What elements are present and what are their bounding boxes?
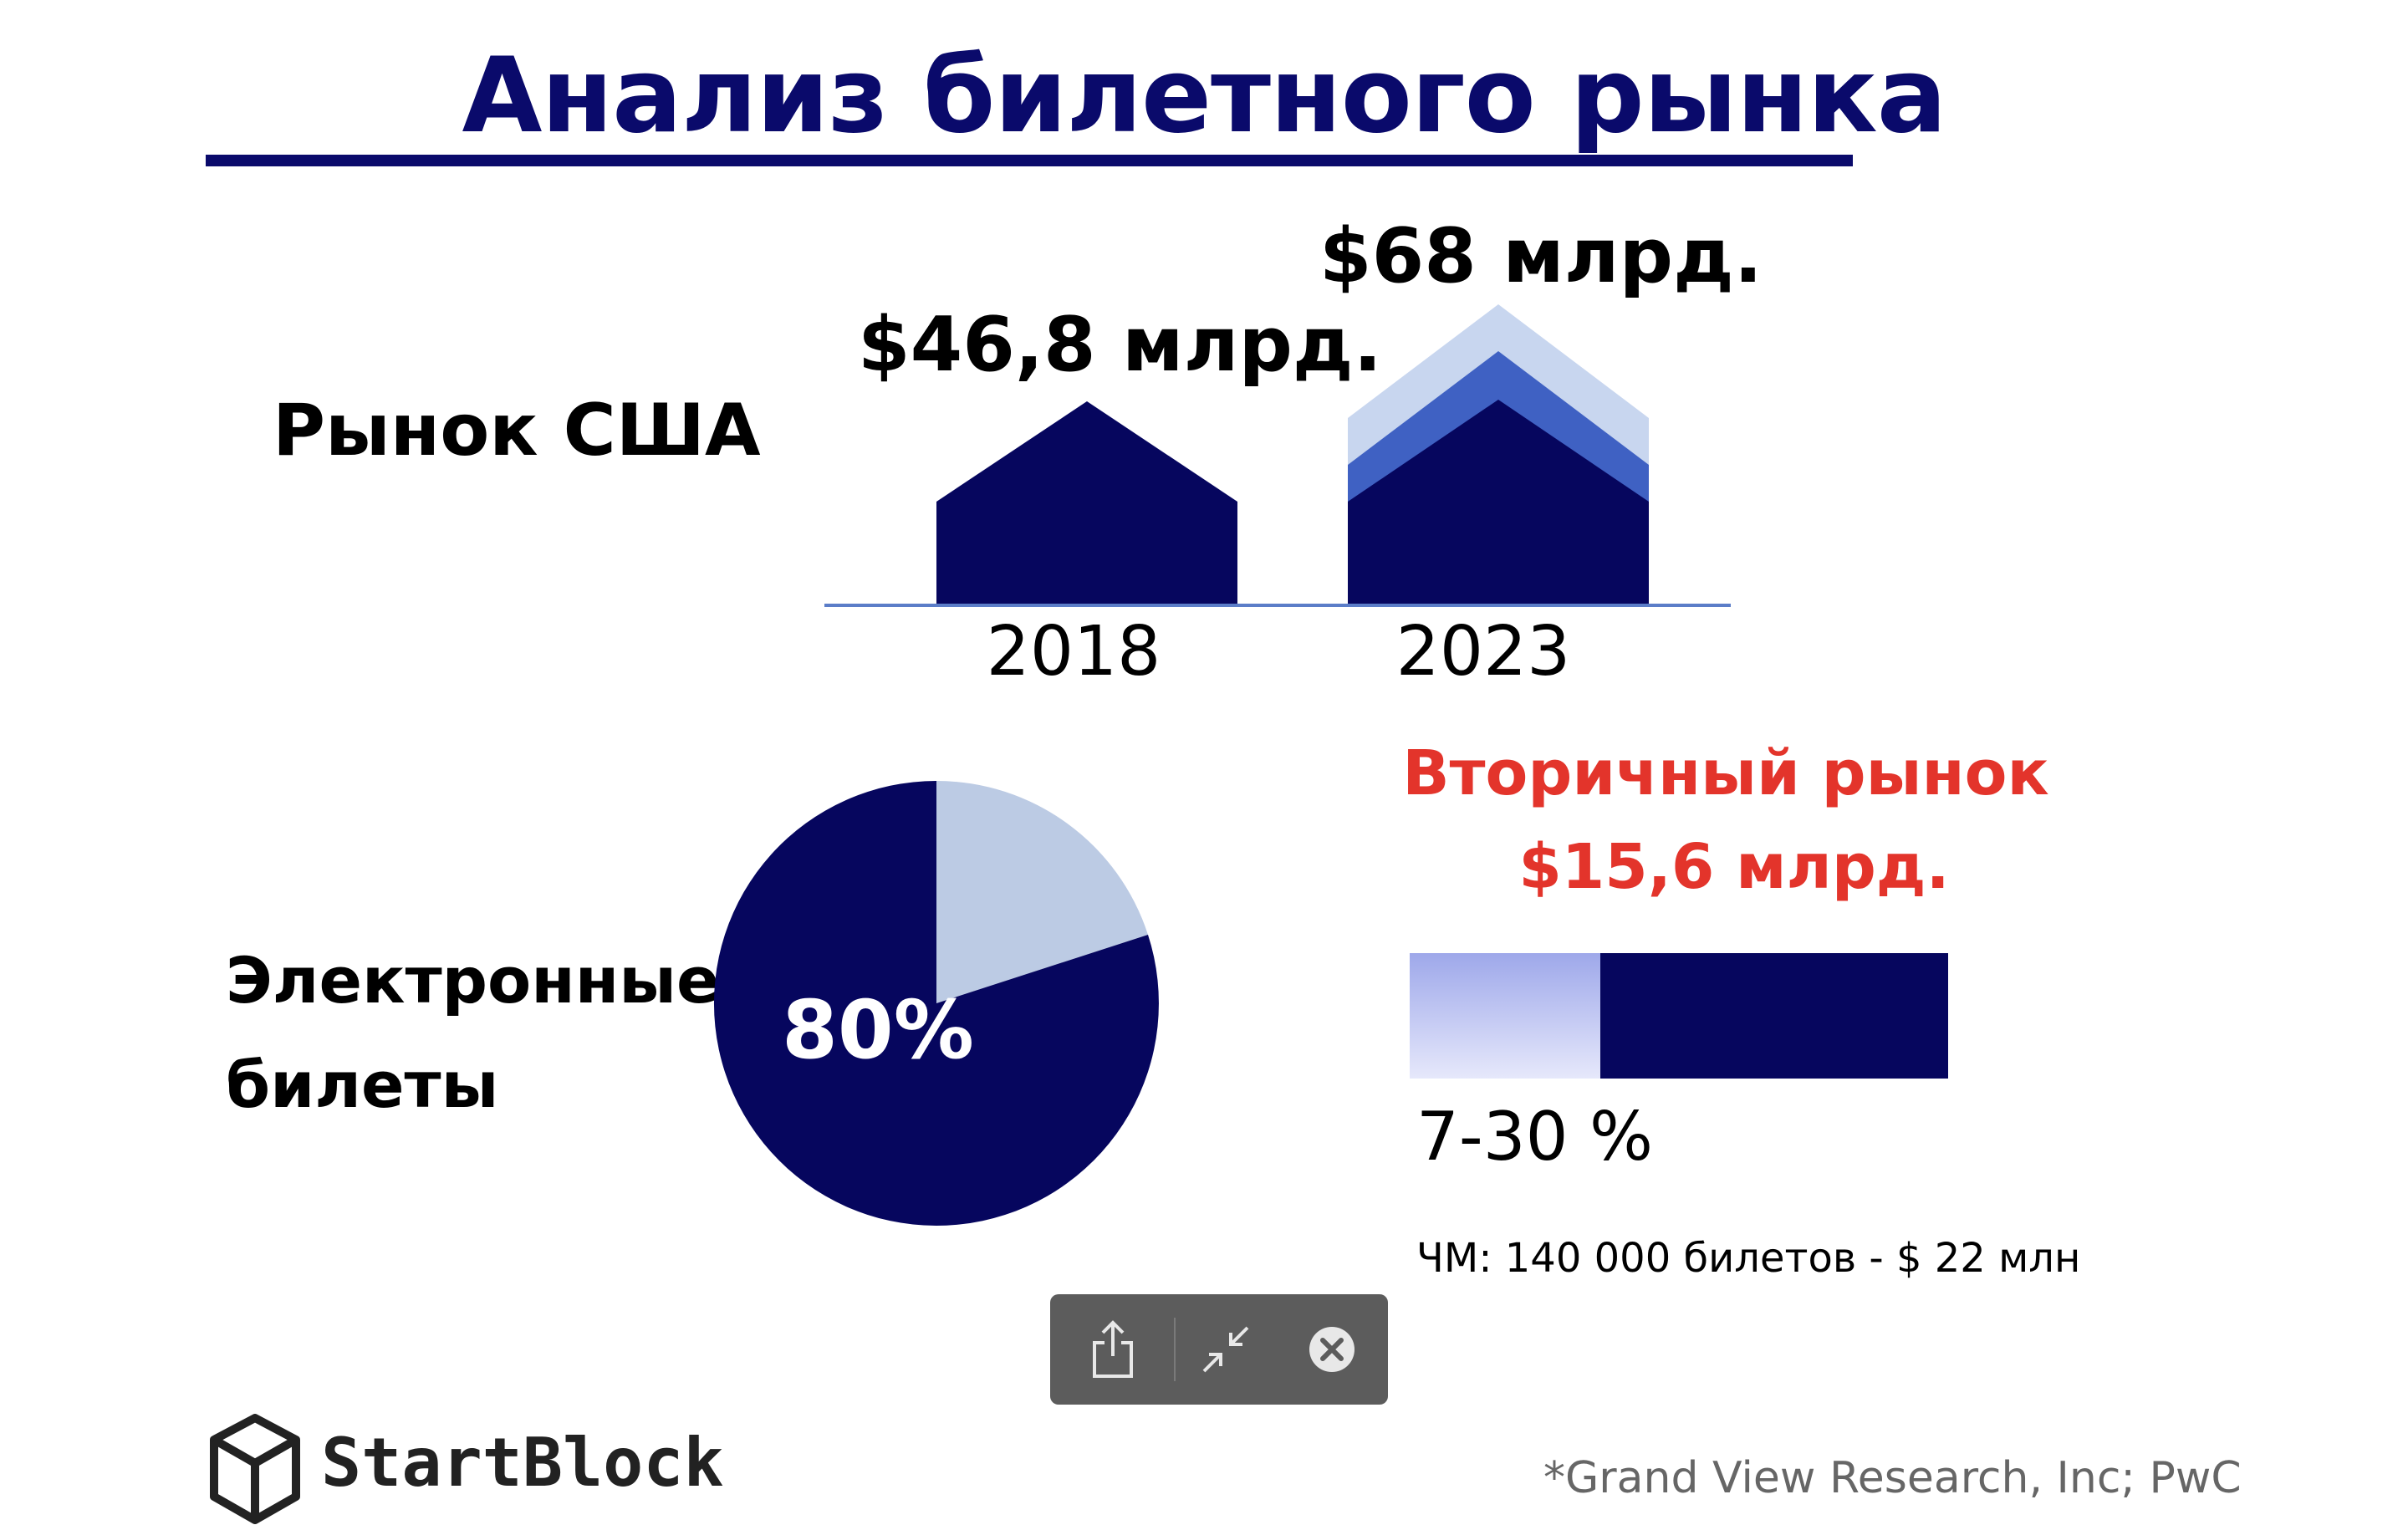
e-tickets-label: Электронные билеты (226, 928, 720, 1137)
close-icon (1309, 1327, 1354, 1372)
e-tickets-label-line2: билеты (226, 1048, 499, 1122)
pie-slice-other (936, 781, 1148, 1003)
bar-2018 (936, 401, 1237, 605)
value-2023-label: $68 млрд. (1319, 212, 1763, 300)
share-button[interactable] (1050, 1294, 1176, 1405)
secondary-market-title: Вторичный рынок (1402, 737, 2049, 809)
secondary-range-label: 7-30 % (1416, 1098, 1654, 1176)
secondary-bar-share (1410, 953, 1600, 1079)
logo-text: StartBlock (321, 1424, 724, 1502)
collapse-icon (1202, 1326, 1249, 1373)
secondary-market-value: $15,6 млрд. (1518, 831, 1950, 903)
title-underline (206, 155, 1853, 166)
secondary-bar-rest (1600, 953, 1948, 1079)
cube-icon (210, 1414, 300, 1524)
presentation-toolbar (1050, 1294, 1388, 1405)
e-tickets-pie: 80% (713, 781, 1159, 1226)
page-title: Анализ билетного рынка (462, 36, 1947, 156)
share-icon (1093, 1320, 1133, 1378)
pie-slice-e-tickets (713, 781, 1159, 1226)
world-cup-note: ЧМ: 140 000 билетов - $ 22 млн (1416, 1235, 2081, 1282)
us-market-label: Рынок США (273, 389, 761, 472)
e-tickets-label-line1: Электронные (226, 943, 720, 1018)
us-market-chart (824, 304, 1731, 607)
year-2018-label: 2018 (986, 612, 1161, 691)
year-2023-label: 2023 (1395, 612, 1571, 691)
toolbar-divider (1174, 1318, 1176, 1381)
close-button[interactable] (1276, 1294, 1388, 1405)
collapse-button[interactable] (1176, 1294, 1276, 1405)
source-note: *Grand View Research, Inc; PwC (1543, 1453, 2242, 1503)
pie-percent-label: 80% (782, 983, 974, 1077)
bar-2023-dark (1348, 400, 1649, 605)
value-2018-label: $46,8 млрд. (858, 301, 1382, 389)
